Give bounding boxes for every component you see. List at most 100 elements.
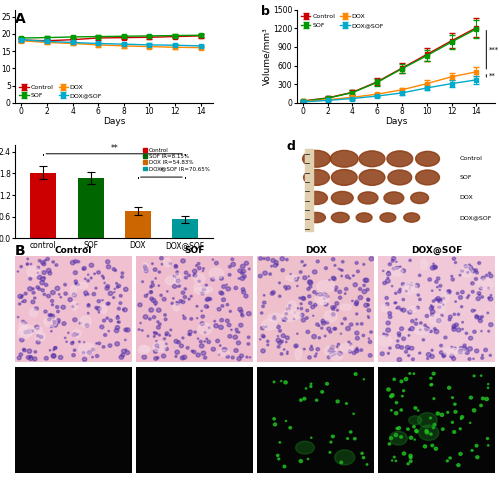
Circle shape: [211, 278, 214, 281]
Circle shape: [276, 455, 279, 456]
Circle shape: [409, 288, 410, 289]
Circle shape: [442, 355, 445, 358]
Ellipse shape: [44, 317, 58, 327]
Circle shape: [307, 287, 310, 290]
Circle shape: [355, 331, 359, 335]
Ellipse shape: [153, 341, 166, 352]
Circle shape: [48, 313, 51, 317]
Circle shape: [281, 334, 285, 338]
Circle shape: [434, 327, 436, 330]
Circle shape: [32, 288, 34, 290]
Circle shape: [460, 418, 462, 419]
Circle shape: [64, 337, 66, 339]
Circle shape: [418, 274, 421, 276]
Circle shape: [304, 264, 306, 266]
Circle shape: [338, 343, 340, 345]
Circle shape: [286, 341, 287, 343]
Circle shape: [58, 355, 63, 359]
Circle shape: [398, 267, 400, 268]
Circle shape: [231, 356, 234, 359]
Ellipse shape: [317, 280, 334, 293]
Circle shape: [356, 337, 360, 340]
Circle shape: [440, 413, 444, 416]
Circle shape: [53, 323, 58, 327]
Circle shape: [34, 307, 38, 311]
Title: DOX@SOF: DOX@SOF: [411, 246, 463, 255]
Circle shape: [354, 302, 358, 306]
Circle shape: [326, 383, 328, 385]
Circle shape: [404, 377, 408, 381]
Circle shape: [326, 296, 329, 298]
Circle shape: [310, 437, 312, 439]
Circle shape: [77, 334, 78, 335]
Circle shape: [430, 305, 432, 306]
Circle shape: [481, 276, 485, 280]
Circle shape: [394, 412, 398, 415]
Circle shape: [280, 353, 283, 355]
Circle shape: [238, 307, 242, 312]
Circle shape: [396, 344, 400, 348]
Circle shape: [122, 308, 127, 312]
Circle shape: [393, 378, 396, 381]
Circle shape: [430, 330, 432, 332]
Ellipse shape: [164, 258, 171, 267]
Circle shape: [37, 267, 40, 269]
Circle shape: [233, 335, 237, 339]
Circle shape: [104, 334, 106, 336]
Ellipse shape: [462, 266, 472, 278]
Circle shape: [240, 354, 244, 357]
Circle shape: [386, 279, 390, 283]
Circle shape: [226, 303, 228, 306]
Circle shape: [408, 355, 410, 356]
Text: b: b: [261, 5, 270, 18]
Circle shape: [241, 288, 245, 291]
Circle shape: [460, 415, 464, 418]
Circle shape: [457, 464, 460, 467]
Circle shape: [306, 330, 310, 334]
Circle shape: [400, 380, 403, 383]
Circle shape: [341, 323, 343, 325]
Circle shape: [386, 321, 390, 325]
Circle shape: [94, 273, 96, 274]
Circle shape: [22, 295, 24, 296]
Circle shape: [144, 315, 148, 319]
X-axis label: Days: Days: [384, 117, 407, 127]
Ellipse shape: [477, 279, 494, 289]
Circle shape: [182, 315, 184, 316]
Y-axis label: Volume/mm³: Volume/mm³: [262, 28, 272, 85]
Circle shape: [49, 314, 52, 317]
X-axis label: Days: Days: [103, 117, 126, 127]
Circle shape: [368, 341, 372, 343]
Ellipse shape: [34, 327, 42, 333]
Circle shape: [434, 280, 438, 284]
Circle shape: [326, 321, 328, 324]
Circle shape: [200, 341, 202, 343]
Circle shape: [196, 318, 198, 319]
Circle shape: [117, 321, 119, 323]
Circle shape: [420, 322, 422, 324]
Circle shape: [246, 312, 251, 316]
Circle shape: [152, 281, 154, 283]
Circle shape: [439, 284, 442, 287]
Circle shape: [43, 293, 46, 296]
Circle shape: [44, 284, 48, 286]
Circle shape: [438, 306, 440, 308]
Circle shape: [36, 341, 40, 344]
Text: Control: Control: [460, 156, 482, 161]
Circle shape: [204, 341, 206, 342]
Circle shape: [334, 306, 336, 308]
Circle shape: [124, 287, 128, 291]
Circle shape: [442, 428, 444, 430]
Circle shape: [24, 322, 26, 324]
Circle shape: [398, 426, 400, 429]
Circle shape: [473, 358, 474, 359]
Ellipse shape: [286, 275, 298, 281]
Circle shape: [474, 269, 478, 272]
Circle shape: [361, 452, 363, 455]
Circle shape: [475, 444, 478, 447]
Circle shape: [312, 291, 316, 294]
Circle shape: [385, 297, 388, 299]
Circle shape: [348, 350, 352, 353]
Circle shape: [165, 347, 168, 351]
Ellipse shape: [334, 450, 355, 465]
